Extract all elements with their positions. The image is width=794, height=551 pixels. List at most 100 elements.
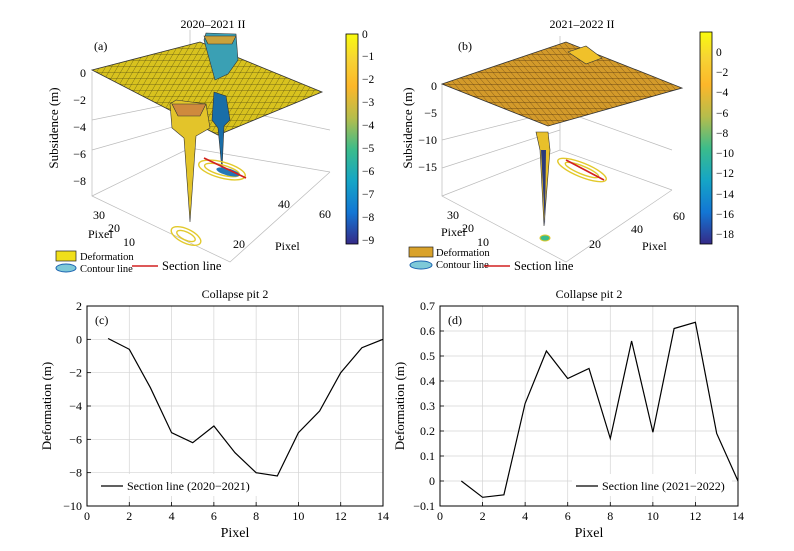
panel-a-colorbar-tick: −4 <box>362 120 374 132</box>
panel-a-z-tick: −8 <box>73 174 86 188</box>
panel-b-x-ticks: 20 40 60 <box>589 209 685 251</box>
panel-b-colorbar-tick: −6 <box>716 108 728 120</box>
x-tick-label: 2 <box>480 509 486 523</box>
y-tick-label: −4 <box>69 399 82 413</box>
panel-a-tag: (a) <box>94 39 107 53</box>
panel-b-zlabel: Subsidence (m) <box>400 87 415 168</box>
panel-b-y-tick: 20 <box>462 221 474 235</box>
panel-b-z-tick: −5 <box>424 106 437 120</box>
panel-b-title: 2021–2022 II <box>550 17 615 31</box>
legend-deformation-label: Deformation <box>80 252 134 263</box>
panel-a-y-ticks: 30 20 10 <box>93 208 135 249</box>
legend-background <box>97 474 257 496</box>
panel-a-colorbar-tick: −5 <box>362 143 374 155</box>
y-tick-label: 0 <box>76 332 82 346</box>
panel-a-title: 2020–2021 II <box>181 17 246 31</box>
y-tick-label: 0.7 <box>420 299 435 313</box>
panel-b-x-tick: 20 <box>589 237 601 251</box>
panel-b-colorbar-tick: −16 <box>716 209 734 221</box>
x-tick-label: 2 <box>126 509 132 523</box>
chart-title: Collapse pit 2 <box>556 287 623 301</box>
panel-a-z-tick: −2 <box>73 93 86 107</box>
panel-b-y-ticks: 30 20 10 <box>447 208 489 249</box>
panel-b-z-tick: −15 <box>418 160 437 174</box>
panel-b-x-tick: 40 <box>631 222 643 236</box>
panel-a-x-tick: 60 <box>319 207 331 221</box>
panel-b-peak <box>567 45 603 65</box>
panel-b-z-ticks: 0 −5 −10 −15 <box>418 79 437 174</box>
y-tick-label: 2 <box>76 299 82 313</box>
y-tick-label: 0.4 <box>420 374 435 388</box>
x-tick-label: 4 <box>522 509 528 523</box>
y-tick-label: −2 <box>69 366 82 380</box>
series-line <box>460 321 739 498</box>
x-tick-label: 14 <box>377 509 389 523</box>
x-tick-label: 6 <box>565 509 571 523</box>
x-tick-label: 12 <box>335 509 347 523</box>
x-tick-label: 0 <box>84 509 90 523</box>
legend-contour-label: Contour line <box>436 260 489 271</box>
y-tick-label: −6 <box>69 432 82 446</box>
legend-deformation-swatch <box>408 246 434 258</box>
panel-c-chart: 0 2 4 6 8 10 12 14 −10 −8 −6 −4 −2 0 2 Collapse pit 2 Pi… <box>39 287 389 541</box>
y-tick-label: −10 <box>63 499 82 513</box>
panel-b-colorbar-tick: −8 <box>716 128 728 140</box>
panel-b-colorbar <box>699 31 713 245</box>
panel-b-section-line <box>565 159 605 181</box>
legend-background <box>572 474 732 496</box>
panel-a-z-ticks: 0 −2 −4 −6 −8 <box>73 66 86 188</box>
panel-tag: (d) <box>448 313 462 327</box>
x-axis-label: Pixel <box>221 526 250 541</box>
panel-a-colorbar-tick: 0 <box>362 29 368 41</box>
legend-deformation-swatch <box>55 250 77 262</box>
panel-b-tag: (b) <box>458 39 472 53</box>
panel-d-chart: 0 2 4 6 8 10 12 14−0.100.10.20.30.40.50.60.7Col… <box>392 287 744 541</box>
panel-a-y-tick: 30 <box>93 208 105 222</box>
x-tick-label: 8 <box>253 509 259 523</box>
panel-b-colorbar-tick: −18 <box>716 229 734 241</box>
y-tick-label: −0.1 <box>413 499 435 513</box>
panel-b-y-axis-label: Pixel <box>441 225 466 239</box>
panel-b-pit-core <box>541 150 546 226</box>
panel-a-x-tick: 40 <box>278 197 290 211</box>
legend-contour-swatch <box>409 260 433 270</box>
y-tick-label: 0 <box>429 474 435 488</box>
chart-title: Collapse pit 2 <box>202 287 269 301</box>
panel-b-x-axis-label: Pixel <box>642 239 667 253</box>
panel-b-x-tick: 60 <box>673 209 685 223</box>
panel-a-y-axis-label: Pixel <box>88 227 113 241</box>
panel-a-section-line <box>203 157 247 179</box>
panel-b-colorbar-tick: −4 <box>716 87 728 99</box>
legend-contour-label: Contour line <box>80 264 133 275</box>
panel-a-x-tick: 20 <box>233 237 245 251</box>
panel-a-z-tick: 0 <box>80 66 86 80</box>
y-tick-label: 0.2 <box>420 424 435 438</box>
x-tick-label: 10 <box>647 509 659 523</box>
y-tick-label: 0.1 <box>420 449 435 463</box>
panel-a-colorbar <box>345 33 359 245</box>
panel-a-x-ticks: 20 40 60 <box>233 197 331 251</box>
x-axis-label: Pixel <box>575 526 604 541</box>
panel-a-colorbar-tick: −7 <box>362 189 374 201</box>
legend-label: Section line (2021−2022) <box>602 479 725 493</box>
legend-label: Section line (2020−2021) <box>127 479 250 493</box>
y-tick-label: 0.6 <box>420 324 435 338</box>
panel-a: 2020–2021 II (a) 0 <box>46 17 374 275</box>
panel-b-contour-1 <box>557 157 607 183</box>
panel-b-colorbar-tick: −10 <box>716 148 734 160</box>
panel-a-pit-mid <box>211 91 231 171</box>
panel-b-colorbar-tick: −2 <box>716 67 728 79</box>
panel-a-y-tick: 20 <box>108 221 120 235</box>
y-tick-label: 0.3 <box>420 399 435 413</box>
panel-a-colorbar-tick: −2 <box>362 74 374 86</box>
panel-b-surface <box>440 41 684 127</box>
panel-a-peak-mesh <box>203 35 237 45</box>
panel-b: 2021–2022 II (b) 0 −5 −10 −15 Subsidence… <box>400 17 734 273</box>
panel-b-colorbar-ticks: 0 −2 −4 −6 −8 −10 −12 −14 −16 −18 <box>716 47 734 241</box>
x-tick-label: 4 <box>169 509 175 523</box>
panel-a-colorbar-tick: −3 <box>362 97 374 109</box>
series-line <box>107 337 384 477</box>
y-tick-label: 0.5 <box>420 349 435 363</box>
x-tick-label: 0 <box>437 509 443 523</box>
